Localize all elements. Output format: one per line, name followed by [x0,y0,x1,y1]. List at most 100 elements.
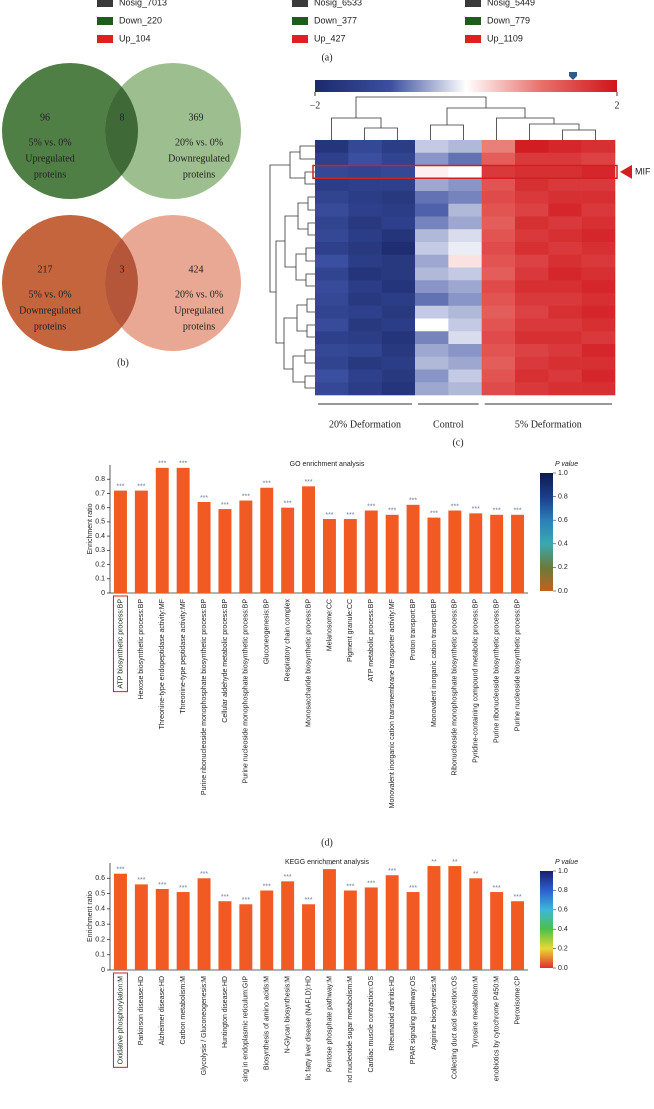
y-tick-label: 0 [101,967,105,974]
heatmap-cell [481,280,516,294]
y-axis-label: Enrichment ratio [87,503,94,554]
chart-title: GO enrichment analysis [290,461,365,468]
heatmap-cell [381,229,416,243]
group-label: 20% Deformation [329,419,401,430]
x-tick-label: Glycolysis / Gluconeogenesis:M [201,976,208,1075]
legend-label: Down_377 [314,15,357,25]
panel-label: (a) [321,52,332,63]
x-tick-label: Purine nucleoside monophosphate biosynth… [243,599,250,784]
heatmap-cell [415,318,449,332]
significance-label: *** [263,883,271,890]
x-tick-label: Pyridine-containing compound metabolic p… [473,599,480,763]
venn-count: 8 [120,112,125,123]
y-tick-label: 0.8 [95,476,105,483]
significance-label: *** [388,508,396,515]
bar [511,514,525,593]
y-tick-label: 0.2 [95,936,105,943]
significance-label: *** [304,479,312,486]
heatmap-cell [481,318,516,332]
heatmap-cell [581,293,616,307]
heatmap-cell [448,318,482,332]
significance-label: ** [473,871,479,878]
venn-text: Upregulated [174,305,223,316]
y-tick-label: 0.6 [95,505,105,512]
x-tick-label: Cardiac muscle contraction:OS [368,976,375,1073]
heatmap-cell [381,344,416,358]
heatmap-cell [581,140,616,154]
y-tick-label: 0.2 [95,561,105,568]
heatmap-cell [415,293,449,307]
venn-text: proteins [34,169,66,180]
bar [239,904,253,970]
bar [155,467,169,593]
heatmap-cell [415,178,449,192]
venn-text: Upregulated [25,153,74,164]
heatmap-cell [515,305,549,319]
heatmap-cell [548,331,582,345]
heatmap-cell [481,305,516,319]
heatmap-cell [481,344,516,358]
bar [260,487,274,593]
bar [322,869,336,970]
heatmap-cell [515,369,549,383]
heatmap-cell [548,140,582,154]
x-tick-label: Purine ribonucleoside monophosphate bios… [201,599,208,795]
y-tick-label: 0.1 [95,576,105,583]
bar [427,866,441,970]
heatmap-cell [315,344,349,358]
bar [197,501,211,593]
y-tick-label: 0.4 [95,906,105,913]
heatmap-cell [515,254,549,268]
colorbar-tick-label: 0.8 [558,493,568,500]
heatmap-cell [515,165,549,179]
bar [427,517,441,593]
heatmap-cell [548,254,582,268]
heatmap-cell [581,229,616,243]
heatmap-cell [515,191,549,205]
heatmap-cell [381,331,416,345]
bar [364,510,378,593]
heatmap-cell [448,382,482,396]
row-pointer [620,164,632,179]
heatmap-cell [315,369,349,383]
heatmap-cell [315,254,349,268]
x-tick-label: Ribonucleoside monophosphate biosyntheti… [452,599,459,776]
bar [197,878,211,970]
legend-label: Down_220 [119,15,162,25]
colorbar-tick-label: 1.0 [558,868,568,875]
significance-label: *** [346,512,354,519]
heatmap-cell [348,293,382,307]
x-tick-label: Alzheimer disease:HD [159,976,166,1045]
x-tick-label: nd nucleotide sugar metabolism:M [347,976,354,1083]
heatmap-cell [348,267,382,281]
significance-label: *** [137,483,145,490]
heatmap-cell [481,267,516,281]
heatmap-cell [348,344,382,358]
x-tick-label: Melanosome:CC [326,599,333,651]
heatmap-cell [348,382,382,396]
heatmap-cell [348,203,382,217]
x-tick-label: sing in endoplasmic reticulum:GIP [243,976,250,1082]
heatmap-cell [348,369,382,383]
panel-label: (b) [117,357,129,368]
heatmap-cell [381,254,416,268]
significance-label: *** [242,493,250,500]
bar [448,510,462,593]
heatmap-cell [548,165,582,179]
x-tick-label: Respiratory chain complex [284,599,291,682]
heatmap-cell [448,229,482,243]
colorbar-tick-label: 0.8 [558,887,568,894]
bar [134,490,148,593]
heatmap-cell [348,242,382,256]
highlight-box [112,972,128,1068]
heatmap-cell [381,178,416,192]
heatmap-cell [581,318,616,332]
pvalue-colorbar [540,871,553,968]
panel-label: (d) [321,837,333,848]
chart-title: KEGG enrichment analysis [285,859,370,866]
significance-label: *** [451,503,459,510]
x-tick-label: Monosaccharide biosynthetic process:BP [305,599,312,727]
heatmap-cell [315,178,349,192]
heatmap-cell [548,344,582,358]
